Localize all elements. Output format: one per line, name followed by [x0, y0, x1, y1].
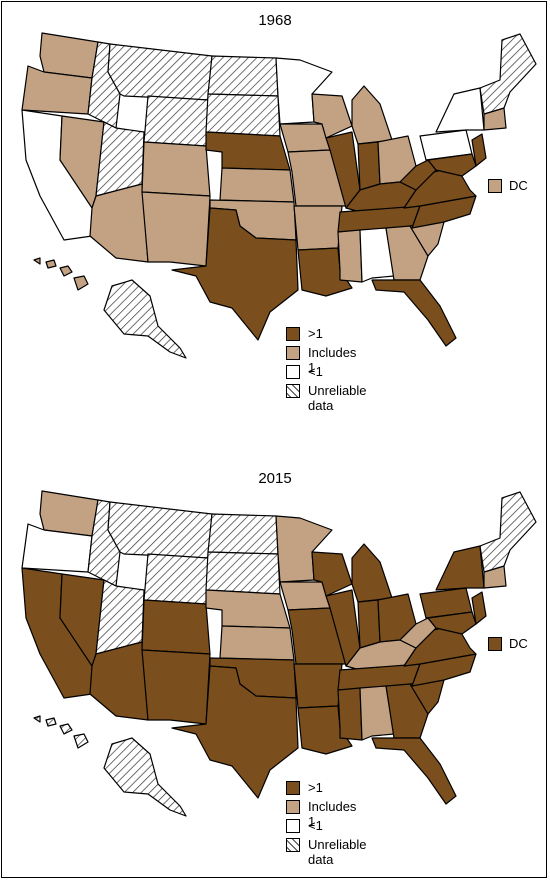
- state-colorado: [141, 599, 211, 655]
- state-new-mexico: [141, 191, 211, 267]
- state-south-dakota: [205, 551, 281, 595]
- legend-swatch-light: [286, 800, 300, 814]
- state-northern-new-england: [479, 33, 537, 115]
- legend-label: >1: [308, 326, 323, 341]
- legend-swatch-dark: [286, 781, 300, 795]
- state-indiana: [357, 141, 381, 191]
- state-mississippi: [337, 687, 363, 741]
- state-alabama: [359, 685, 395, 741]
- legend-swatch-hatch: [286, 838, 300, 852]
- state-wyoming: [143, 95, 209, 147]
- state-texas: [171, 665, 299, 799]
- state-hawaii: [33, 715, 89, 749]
- state-washington: [39, 490, 99, 537]
- state-north-dakota: [207, 55, 279, 97]
- state-mississippi: [337, 229, 363, 283]
- state-north-carolina: [411, 195, 477, 229]
- state-new-mexico: [141, 649, 211, 725]
- state-new-jersey: [471, 591, 487, 625]
- state-arkansas: [293, 663, 343, 709]
- state-kansas: [219, 625, 295, 661]
- state-iowa: [279, 581, 331, 611]
- state-northern-new-england: [479, 491, 537, 573]
- legend-label: <1: [308, 818, 323, 833]
- state-montana: [107, 43, 213, 101]
- dc-swatch: [488, 179, 502, 193]
- map-title-2015: 2015: [258, 470, 292, 487]
- state-alabama: [359, 227, 395, 283]
- legend-label: <1: [308, 364, 323, 379]
- state-colorado: [141, 141, 211, 197]
- state-arizona: [89, 183, 149, 263]
- state-indiana: [357, 599, 381, 649]
- state-arkansas: [293, 205, 343, 251]
- legend-swatch-white: [286, 365, 300, 379]
- state-new-jersey: [471, 133, 487, 167]
- legend-label: Includes 1: [308, 345, 357, 375]
- legend-label: Unreliable data: [308, 837, 367, 867]
- state-iowa: [279, 123, 331, 153]
- state-wyoming: [143, 553, 209, 605]
- state-maryland: [427, 153, 477, 177]
- state-north-carolina: [411, 653, 477, 687]
- state-michigan: [351, 85, 393, 145]
- state-washington: [39, 32, 99, 79]
- legend-label: Unreliable data: [308, 383, 367, 413]
- state-alaska: [103, 279, 187, 359]
- state-kansas: [219, 167, 295, 203]
- state-michigan: [351, 543, 393, 603]
- dc-swatch: [488, 637, 502, 651]
- legend-swatch-dark: [286, 327, 300, 341]
- state-nebraska: [205, 589, 291, 629]
- state-florida: [371, 279, 457, 347]
- us-map-2015: [21, 490, 537, 817]
- legend-swatch-light: [286, 346, 300, 360]
- state-montana: [107, 501, 213, 559]
- state-south-dakota: [205, 93, 281, 137]
- dc-label: DC: [509, 636, 528, 651]
- state-maryland: [427, 611, 477, 635]
- dc-label: DC: [509, 178, 528, 193]
- state-new-york: [435, 545, 485, 591]
- legend-label: >1: [308, 780, 323, 795]
- map-title-1968: 1968: [258, 12, 292, 29]
- state-north-dakota: [207, 513, 279, 555]
- legend-label: Includes 1: [308, 799, 357, 829]
- state-alaska: [103, 737, 187, 817]
- state-nebraska: [205, 131, 291, 171]
- state-florida: [371, 737, 457, 805]
- state-arizona: [89, 641, 149, 721]
- legend-swatch-hatch: [286, 384, 300, 398]
- state-new-york: [435, 87, 485, 133]
- legend-swatch-white: [286, 819, 300, 833]
- state-hawaii: [33, 257, 89, 291]
- state-louisiana: [297, 705, 353, 755]
- us-map-1968: [21, 32, 537, 359]
- state-louisiana: [297, 247, 353, 297]
- state-texas: [171, 207, 299, 341]
